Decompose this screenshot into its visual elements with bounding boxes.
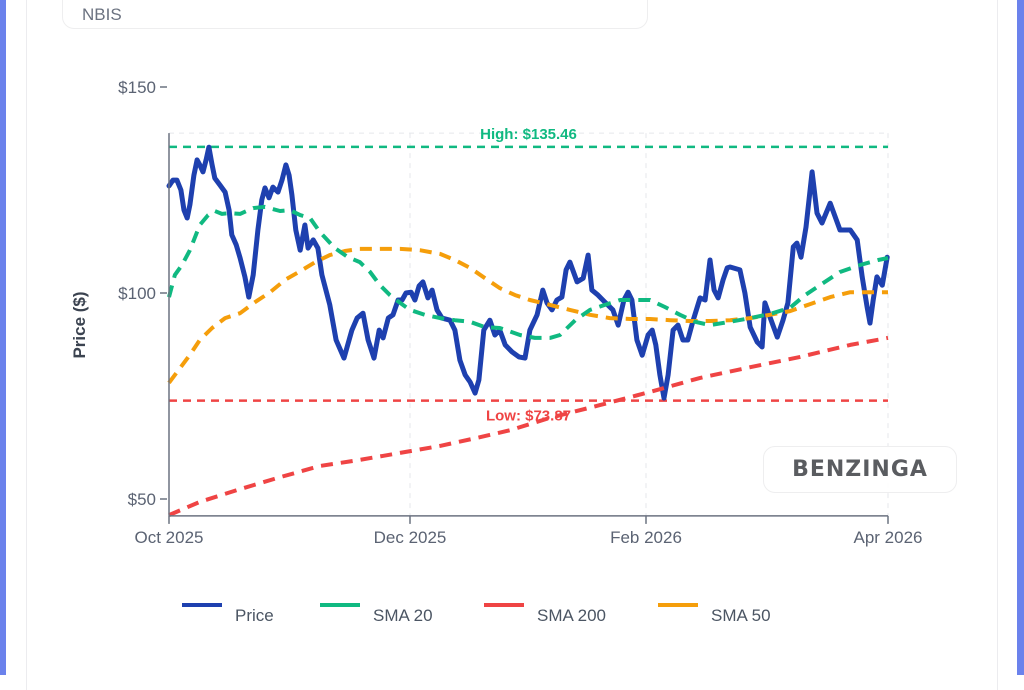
- x-tick-label: Feb 2026: [610, 528, 682, 547]
- reference-lines: [169, 145, 888, 402]
- y-tick-label: $150: [118, 78, 156, 97]
- left-frame-bar: [0, 0, 6, 675]
- legend-item-price[interactable]: Price: [182, 603, 274, 625]
- series-line-sma-50: [167, 246, 888, 384]
- annotations: High: $135.46 Low: $73.87: [480, 126, 577, 425]
- y-tick-label: $100: [118, 284, 156, 303]
- price-chart: $50 $100 $150 Oct 2025 Dec 2025 Feb 2026 Apr 2…: [70, 78, 923, 625]
- y-tick-label: $50: [128, 490, 156, 509]
- axes: $50 $100 $150 Oct 2025 Dec 2025 Feb 2026 Apr 2…: [118, 78, 922, 547]
- logo-text: BENZINGA: [792, 457, 928, 482]
- legend-item-sma-200[interactable]: SMA 200: [484, 603, 606, 625]
- benzinga-logo: BENZINGA: [763, 446, 957, 493]
- low-annotation: Low: $73.87: [486, 408, 571, 425]
- ticker-symbol: NBIS: [82, 5, 122, 24]
- right-frame-bar: [1017, 0, 1024, 675]
- legend-label-sma-200: SMA 200: [537, 606, 606, 625]
- legend-label-sma-50: SMA 50: [711, 606, 771, 625]
- legend-item-sma-20[interactable]: SMA 20: [320, 603, 433, 625]
- y-axis-title: Price ($): [70, 291, 89, 358]
- legend-label-price: Price: [235, 606, 274, 625]
- legend-item-sma-50[interactable]: SMA 50: [658, 603, 771, 625]
- series-line-sma-200: [168, 335, 889, 517]
- high-annotation: High: $135.46: [480, 126, 577, 143]
- chart-card: [26, 0, 998, 690]
- legend-label-sma-20: SMA 20: [373, 606, 433, 625]
- ticker-header: NBIS: [62, 0, 648, 29]
- x-tick-label: Oct 2025: [135, 528, 204, 547]
- series-line-price: [166, 144, 890, 401]
- legend: Price SMA 20 SMA 200 SMA 50: [182, 603, 771, 625]
- series-line-sma-20: [167, 204, 889, 340]
- grid-lines: [169, 132, 889, 516]
- series-lines: [166, 144, 890, 517]
- x-tick-label: Dec 2025: [374, 528, 447, 547]
- x-tick-label: Apr 2026: [854, 528, 923, 547]
